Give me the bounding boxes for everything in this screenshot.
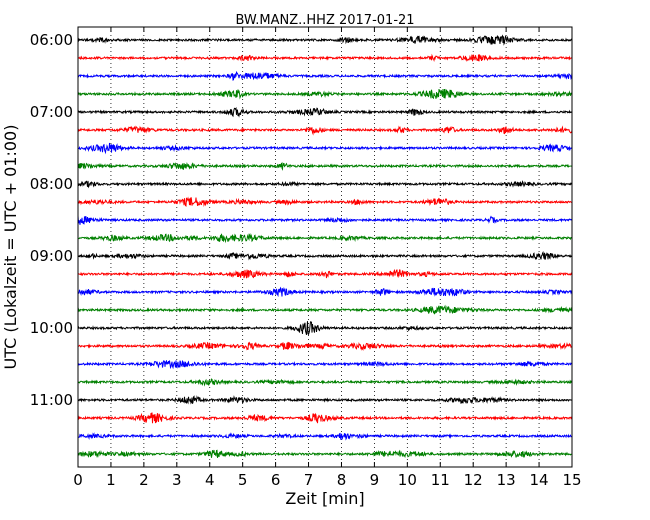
x-tick-label: 2 [139,471,149,489]
seismogram-trace [77,161,573,171]
y-axis-label: UTC (Lokalzeit = UTC + 01:00) [1,125,20,370]
seismogram-trace [77,34,573,46]
seismogram-trace [77,196,573,207]
y-tick-label: 11:00 [30,391,73,409]
x-axis-label: Zeit [min] [285,489,364,508]
seismogram-trace [77,378,573,387]
plot-background [78,27,572,467]
x-tick-label: 15 [562,471,581,489]
grid-lines [110,27,540,467]
seismogram-trace [77,88,573,100]
seismogram-trace [77,180,573,189]
x-tick-label: 8 [337,471,347,489]
x-tick-label: 3 [172,471,182,489]
x-tick-label: 4 [205,471,215,489]
seismogram-trace [77,286,573,298]
x-tick-label: 13 [497,471,516,489]
y-tick-label: 06:00 [30,31,73,49]
seismogram-trace [77,53,573,62]
seismogram-trace [77,395,573,405]
plot-frame [77,26,573,468]
seismogram-trace [77,268,573,279]
x-tick-label: 5 [238,471,248,489]
x-tick-label: 1 [106,471,116,489]
seismogram-traces [77,34,573,459]
seismogram-trace [77,412,573,424]
seismogram-trace [77,142,573,155]
seismogram-trace [77,304,573,315]
plot-area [77,26,573,468]
x-tick-label: 11 [431,471,450,489]
x-tick-label: 12 [464,471,483,489]
y-tick-label: 08:00 [30,175,73,193]
y-tick-label: 07:00 [30,103,73,121]
x-tick-label: 14 [530,471,549,489]
x-tick-label: 7 [304,471,314,489]
seismogram-trace [77,341,573,352]
chart-title: BW.MANZ..HHZ 2017-01-21 [235,13,414,28]
seismogram-trace [77,232,573,244]
x-tick-label: 0 [73,471,83,489]
seismogram-trace [77,125,573,136]
seismogram-trace [77,70,573,81]
seismogram-trace [77,432,573,441]
seismogram-trace [77,215,573,225]
x-tick-label: 10 [398,471,417,489]
y-axis: 06:00 07:00 08:00 09:00 10:00 11:00 [30,31,572,409]
y-tick-label: 09:00 [30,247,73,265]
x-axis: 0 1 2 3 4 5 6 7 8 9 10 11 12 13 14 15 [73,27,582,489]
seismogram-trace [77,321,573,336]
seismogram-trace [77,250,573,261]
x-tick-label: 9 [370,471,380,489]
y-tick-label: 10:00 [30,319,73,337]
seismogram-trace [77,106,573,118]
seismogram-trace [77,360,573,370]
x-tick-label: 6 [271,471,281,489]
seismogram-trace [77,449,573,459]
